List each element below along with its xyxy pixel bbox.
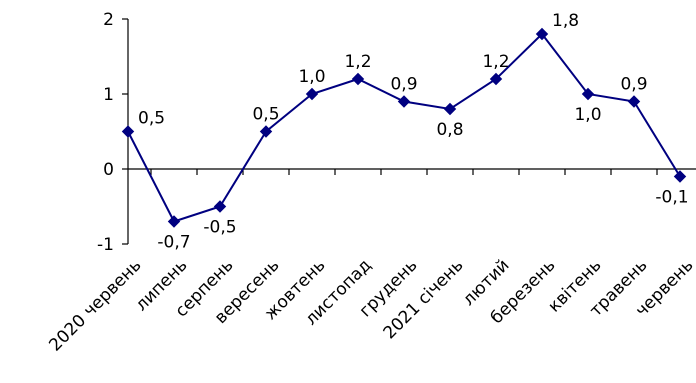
data-point-marker <box>397 95 411 108</box>
data-label: 1,2 <box>482 52 509 72</box>
data-label: -0,5 <box>203 218 236 238</box>
data-point-marker <box>213 200 227 213</box>
data-point-marker <box>535 27 549 41</box>
y-tick-label: 1 <box>103 85 114 105</box>
data-point-marker <box>581 87 595 101</box>
data-point-marker <box>259 125 273 138</box>
data-label: 1,0 <box>298 67 325 87</box>
data-label: 0,5 <box>252 105 279 125</box>
series-line <box>127 32 681 223</box>
data-label: -0,7 <box>157 233 190 253</box>
data-point-marker <box>305 87 319 101</box>
x-axis: 2020 червеньлипеньсерпеньвересеньжовтень… <box>45 168 696 356</box>
data-label: 1,0 <box>574 105 601 125</box>
data-label: 0,9 <box>390 75 417 95</box>
data-point-marker <box>443 102 457 116</box>
data-point-marker <box>167 215 181 228</box>
y-tick-label: 2 <box>103 10 114 30</box>
data-point-marker <box>351 72 365 86</box>
x-tick-label: 2020 червень <box>45 255 145 355</box>
data-point-marker <box>489 72 503 86</box>
y-tick-label: 0 <box>103 160 114 180</box>
y-tick-label: -1 <box>97 235 114 255</box>
data-point-marker <box>627 95 641 108</box>
data-label: 1,8 <box>552 11 579 31</box>
data-labels: 0,5 -0,7 -0,5 0,5 1,0 1,2 0,9 0,8 1,2 1,8 1,0 0,9 -0… <box>138 11 689 253</box>
data-label: 0,9 <box>620 75 647 95</box>
series <box>121 27 687 228</box>
data-label: 1,2 <box>344 52 371 72</box>
x-tick-label: 2021 січень <box>380 255 468 343</box>
data-label: -0,1 <box>655 188 688 208</box>
data-point-marker <box>673 170 687 183</box>
data-label: 0,5 <box>138 109 165 129</box>
data-label: 0,8 <box>436 120 463 140</box>
data-point-marker <box>121 125 135 138</box>
